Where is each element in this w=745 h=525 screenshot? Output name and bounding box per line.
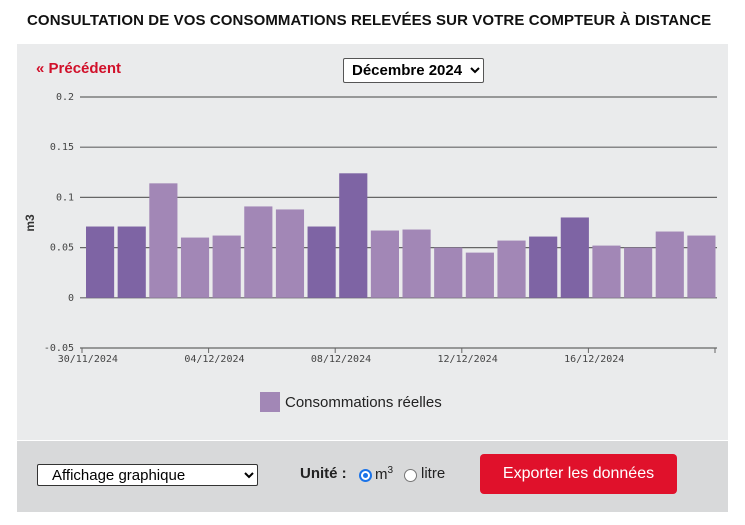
bar[interactable] xyxy=(339,173,368,298)
unit-radio-m3[interactable] xyxy=(359,469,372,482)
bar[interactable] xyxy=(687,235,716,298)
previous-link[interactable]: « Précédent xyxy=(36,60,122,77)
bar[interactable] xyxy=(560,217,589,298)
x-tick-label: 04/12/2024 xyxy=(184,354,244,365)
bar[interactable] xyxy=(624,247,653,298)
bar[interactable] xyxy=(655,231,684,298)
bar[interactable] xyxy=(212,235,241,298)
bar[interactable] xyxy=(497,240,526,298)
export-data-button[interactable]: Exporter les données xyxy=(480,454,677,494)
bar[interactable] xyxy=(244,206,273,298)
unit-label: Unité : xyxy=(300,465,347,482)
bar[interactable] xyxy=(117,226,146,298)
y-axis-label: m3 xyxy=(23,214,37,232)
y-tick-label: 0 xyxy=(68,293,74,304)
y-tick-label: 0.15 xyxy=(50,142,74,153)
bar[interactable] xyxy=(370,230,399,298)
x-tick-label: 12/12/2024 xyxy=(438,354,498,365)
bar[interactable] xyxy=(180,237,210,298)
bar[interactable] xyxy=(307,226,336,298)
x-tick-label: 30/11/2024 xyxy=(58,354,118,365)
bar[interactable] xyxy=(529,236,558,298)
unit-litre-label: litre xyxy=(421,465,446,482)
bar[interactable] xyxy=(149,183,178,298)
bar[interactable] xyxy=(275,209,305,298)
unit-m3-label: m3 xyxy=(375,465,393,483)
x-tick-label: 08/12/2024 xyxy=(311,354,371,365)
bar[interactable] xyxy=(402,229,431,298)
unit-radio-litre[interactable] xyxy=(404,469,417,482)
chart-legend: Consommations réelles xyxy=(260,392,442,412)
bar[interactable] xyxy=(592,245,621,298)
bar[interactable] xyxy=(434,247,463,298)
y-tick-label: -0.05 xyxy=(44,343,74,354)
page-title: CONSULTATION DE VOS CONSOMMATIONS RELEVÉ… xyxy=(27,12,712,29)
y-tick-label: 0.05 xyxy=(50,243,74,254)
bar[interactable] xyxy=(465,252,494,298)
bar[interactable] xyxy=(86,226,115,298)
y-tick-label: 0.1 xyxy=(56,192,74,203)
month-select[interactable]: Décembre 2024 xyxy=(343,58,484,83)
legend-swatch xyxy=(260,392,280,412)
unit-m3-superscript: 3 xyxy=(387,465,394,476)
unit-m3-text: m xyxy=(375,466,388,483)
display-mode-select[interactable]: Affichage graphique xyxy=(37,464,258,486)
legend-label: Consommations réelles xyxy=(285,393,442,411)
x-tick-label: 16/12/2024 xyxy=(564,354,624,365)
y-tick-label: 0.2 xyxy=(56,92,74,103)
